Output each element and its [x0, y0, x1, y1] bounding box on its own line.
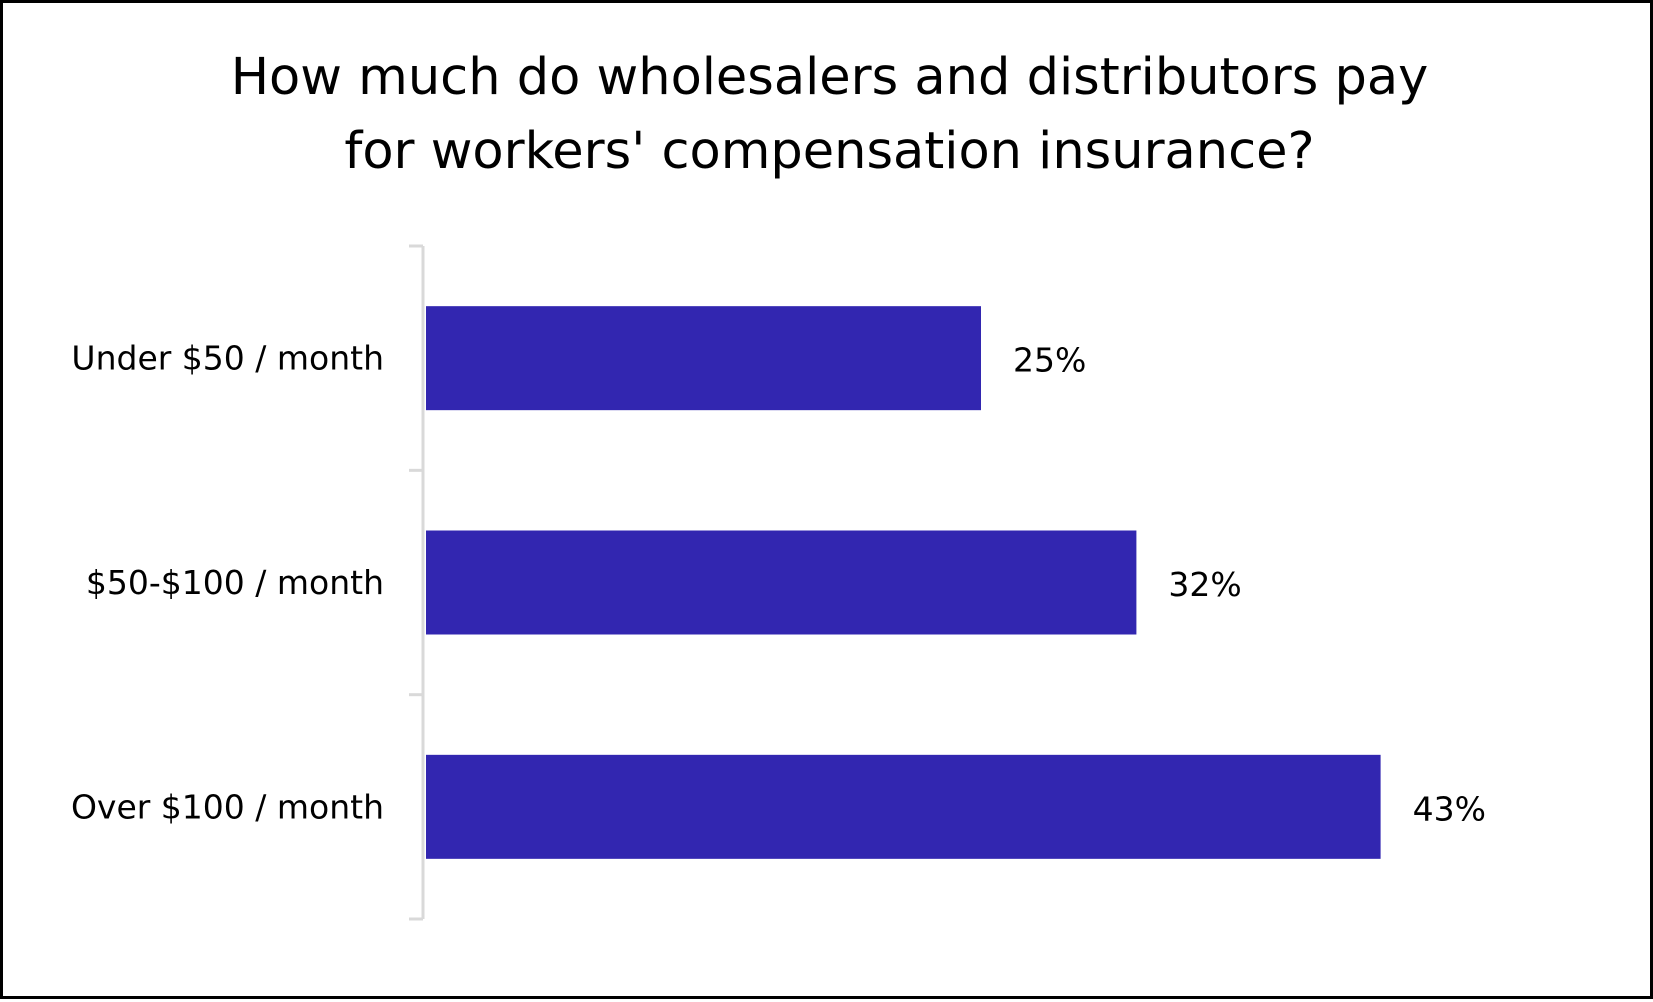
category-label-3: Over $100 / month: [71, 787, 384, 826]
value-label-3: 43%: [1413, 789, 1486, 828]
chart-title-line-2: for workers' compensation insurance?: [344, 122, 1315, 181]
bar-3: [426, 754, 1381, 859]
bar-2: [426, 530, 1137, 635]
category-label-2: $50-$100 / month: [86, 563, 384, 602]
value-label-1: 25%: [1013, 341, 1086, 380]
bar-chart: Under $50 / month 25% $50-$100 / month 32% O…: [71, 244, 1486, 921]
value-label-2: 32%: [1168, 565, 1241, 604]
bar-1: [426, 306, 981, 411]
category-label-1: Under $50 / month: [71, 339, 384, 378]
chart-title: How much do wholesalers and distributors…: [3, 41, 1653, 189]
chart-title-line-1: How much do wholesalers and distributors…: [230, 48, 1429, 107]
